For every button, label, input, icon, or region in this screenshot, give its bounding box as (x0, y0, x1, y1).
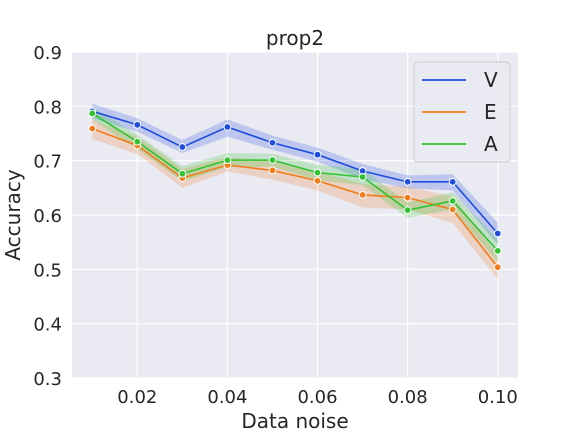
x-tick-label: 0.08 (388, 387, 428, 408)
series-points (88, 107, 502, 272)
data-point-v (493, 229, 502, 238)
data-point-v (268, 138, 277, 147)
x-axis-label: Data noise (241, 409, 348, 432)
y-tick-label: 0.8 (33, 97, 62, 118)
data-point-v (223, 123, 232, 131)
data-point-v (133, 120, 142, 129)
y-tick-label: 0.7 (33, 152, 62, 173)
x-tick-labels: 0.02 0.04 0.06 0.08 0.10 (117, 387, 517, 408)
legend-label-v: V (484, 68, 498, 92)
data-point-a (133, 137, 142, 146)
data-point-v (403, 177, 412, 186)
data-point-a (178, 169, 187, 178)
data-point-a (313, 168, 322, 177)
legend-label-e: E (484, 100, 497, 124)
series-line-e (91, 127, 499, 268)
x-tick-label: 0.06 (297, 387, 337, 408)
data-point-a (493, 246, 502, 255)
data-point-a (448, 196, 457, 205)
x-tick-label: 0.10 (478, 387, 518, 408)
y-tick-label: 0.5 (33, 260, 62, 281)
data-point-a (268, 156, 277, 165)
grid-lines (72, 51, 518, 379)
y-tick-label: 0.6 (33, 206, 62, 227)
data-point-a (358, 173, 367, 181)
y-tick-labels: 0.3 0.4 0.5 0.6 0.7 0.8 0.9 (33, 43, 62, 390)
data-point-a (88, 109, 97, 118)
data-point-e (313, 176, 322, 185)
series-line-a (91, 112, 499, 252)
data-point-e (358, 190, 367, 199)
data-point-a (403, 206, 412, 215)
y-tick-label: 0.4 (33, 315, 62, 336)
data-point-v (448, 177, 457, 186)
data-point-e (493, 263, 502, 272)
data-point-e (403, 193, 412, 202)
data-point-v (178, 143, 187, 151)
data-point-e (268, 166, 277, 175)
series-line-v (92, 110, 499, 234)
x-tick-label: 0.04 (207, 387, 247, 408)
legend: VEA (413, 61, 511, 163)
y-tick-label: 0.9 (33, 43, 62, 64)
ci-band-v (92, 103, 498, 245)
data-point-a (223, 156, 232, 165)
chart-title: prop2 (266, 26, 324, 50)
legend-label-a: A (484, 132, 498, 156)
data-point-v (313, 150, 322, 159)
x-tick-label: 0.02 (117, 387, 157, 408)
data-point-e (88, 124, 97, 133)
y-tick-label: 0.3 (33, 369, 62, 390)
series-lines (91, 110, 499, 268)
y-axis-label: Accuracy (1, 169, 25, 260)
data-point-e (448, 205, 457, 214)
